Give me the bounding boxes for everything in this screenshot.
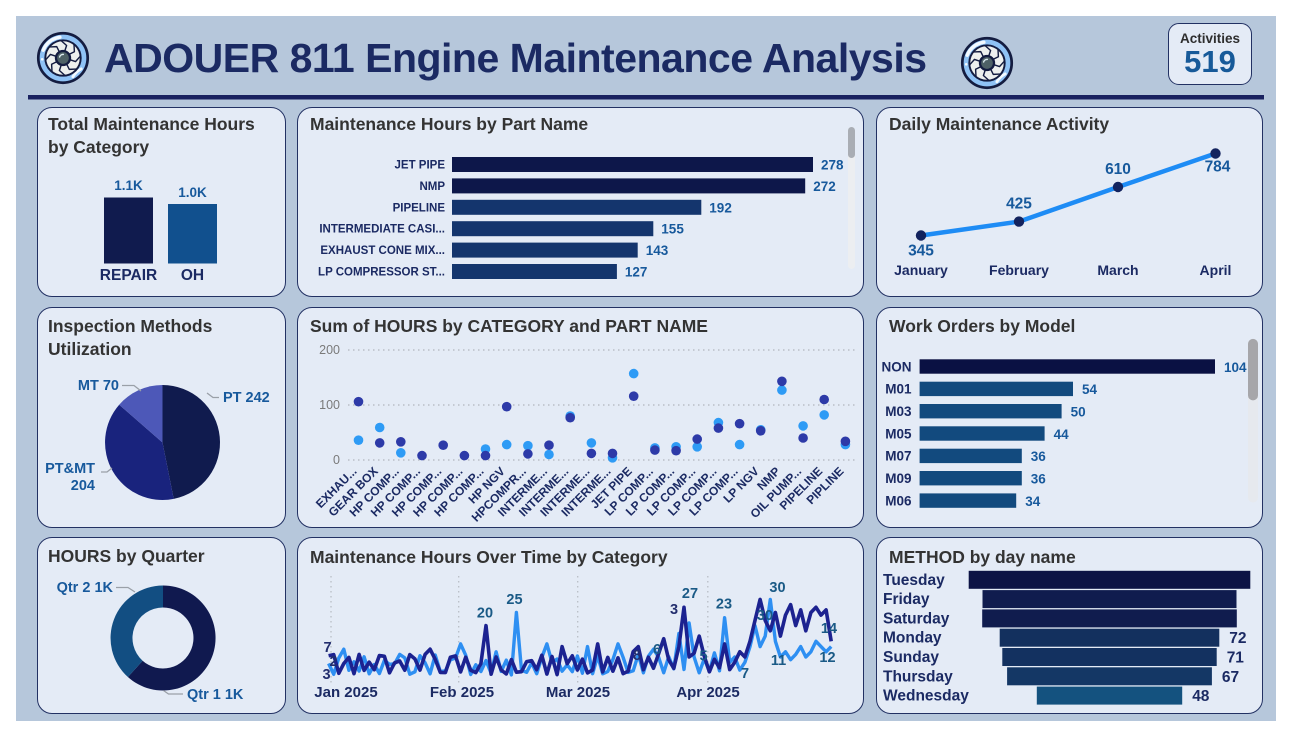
svg-text:20: 20 bbox=[477, 606, 493, 622]
svg-text:3: 3 bbox=[670, 602, 678, 618]
svg-text:155: 155 bbox=[661, 222, 684, 237]
svg-text:345: 345 bbox=[908, 243, 934, 260]
svg-text:HOURS by Quarter: HOURS by Quarter bbox=[48, 546, 205, 566]
svg-text:Work Orders by Model: Work Orders by Model bbox=[889, 316, 1075, 336]
svg-text:48: 48 bbox=[1192, 688, 1210, 705]
svg-text:JET PIPE: JET PIPE bbox=[395, 160, 446, 172]
svg-text:by Category: by Category bbox=[48, 137, 149, 157]
svg-text:3: 3 bbox=[322, 667, 330, 683]
svg-text:67: 67 bbox=[1222, 669, 1239, 686]
svg-text:44: 44 bbox=[1054, 427, 1070, 442]
svg-text:204: 204 bbox=[71, 478, 95, 494]
svg-text:EXHAUST CONE MIX...: EXHAUST CONE MIX... bbox=[320, 245, 445, 257]
svg-text:34: 34 bbox=[1025, 494, 1041, 509]
svg-text:NON: NON bbox=[882, 359, 912, 374]
svg-text:0: 0 bbox=[333, 453, 340, 467]
svg-text:Qtr 2 1K: Qtr 2 1K bbox=[57, 580, 114, 596]
svg-text:1.0K: 1.0K bbox=[178, 185, 207, 200]
svg-text:5: 5 bbox=[699, 649, 707, 665]
svg-text:Monday: Monday bbox=[883, 630, 942, 647]
svg-text:LP COMPRESSOR ST...: LP COMPRESSOR ST... bbox=[318, 267, 445, 279]
svg-text:143: 143 bbox=[646, 243, 669, 258]
svg-text:7: 7 bbox=[741, 666, 749, 682]
svg-text:PT 242: PT 242 bbox=[223, 390, 270, 406]
svg-text:278: 278 bbox=[821, 158, 844, 173]
svg-text:Feb 2025: Feb 2025 bbox=[430, 684, 494, 701]
svg-text:36: 36 bbox=[1031, 472, 1047, 487]
svg-text:MT 70: MT 70 bbox=[78, 378, 119, 394]
svg-text:Thursday: Thursday bbox=[883, 668, 953, 685]
svg-text:Qtr 1 1K: Qtr 1 1K bbox=[187, 687, 244, 703]
svg-text:OH: OH bbox=[181, 267, 204, 284]
svg-text:February: February bbox=[989, 262, 1049, 278]
svg-text:M05: M05 bbox=[885, 426, 912, 441]
svg-text:Maintenance Hours Over Time by: Maintenance Hours Over Time by Category bbox=[310, 547, 668, 567]
svg-text:PT&MT: PT&MT bbox=[45, 461, 95, 477]
svg-text:January: January bbox=[894, 262, 948, 278]
svg-text:Sunday: Sunday bbox=[883, 649, 939, 666]
svg-text:Saturday: Saturday bbox=[883, 610, 950, 627]
svg-text:Maintenance Hours by Part Name: Maintenance Hours by Part Name bbox=[310, 114, 588, 134]
svg-text:M07: M07 bbox=[885, 449, 911, 464]
svg-text:25: 25 bbox=[506, 592, 522, 608]
svg-text:April: April bbox=[1200, 262, 1232, 278]
svg-text:425: 425 bbox=[1006, 196, 1032, 213]
svg-text:12: 12 bbox=[819, 650, 835, 666]
svg-text:Jan 2025: Jan 2025 bbox=[314, 684, 377, 701]
svg-text:INTERMEDIATE CASI...: INTERMEDIATE CASI... bbox=[319, 224, 445, 236]
svg-text:M01: M01 bbox=[885, 382, 912, 397]
svg-text:30: 30 bbox=[769, 580, 785, 596]
svg-text:METHOD by day name: METHOD by day name bbox=[889, 547, 1076, 567]
svg-text:23: 23 bbox=[716, 597, 732, 613]
svg-text:Total Maintenance Hours: Total Maintenance Hours bbox=[48, 114, 255, 134]
svg-text:Utilization: Utilization bbox=[48, 339, 132, 359]
svg-text:Friday: Friday bbox=[883, 591, 930, 608]
svg-text:200: 200 bbox=[319, 343, 340, 357]
svg-text:2: 2 bbox=[329, 654, 337, 670]
svg-text:192: 192 bbox=[709, 200, 732, 215]
svg-text:54: 54 bbox=[1082, 382, 1098, 397]
svg-text:1.1K: 1.1K bbox=[114, 178, 143, 193]
svg-text:72: 72 bbox=[1229, 630, 1246, 647]
svg-text:7: 7 bbox=[323, 640, 331, 656]
svg-text:March: March bbox=[1097, 262, 1138, 278]
svg-text:Mar 2025: Mar 2025 bbox=[546, 684, 610, 701]
svg-text:100: 100 bbox=[319, 398, 340, 412]
svg-text:11: 11 bbox=[771, 653, 786, 669]
svg-text:Tuesday: Tuesday bbox=[883, 572, 945, 589]
svg-text:6: 6 bbox=[653, 642, 661, 658]
svg-text:Inspection Methods: Inspection Methods bbox=[48, 316, 213, 336]
svg-text:14: 14 bbox=[821, 621, 837, 637]
svg-text:Sum of HOURS by CATEGORY and P: Sum of HOURS by CATEGORY and PART NAME bbox=[310, 316, 708, 336]
svg-text:784: 784 bbox=[1205, 159, 1231, 176]
svg-text:M03: M03 bbox=[885, 404, 912, 419]
svg-text:50: 50 bbox=[1071, 405, 1086, 420]
svg-text:NMP: NMP bbox=[419, 181, 445, 193]
svg-text:ADOUER 811 Engine Maintenance: ADOUER 811 Engine Maintenance Analysis bbox=[104, 35, 927, 81]
svg-text:127: 127 bbox=[625, 265, 648, 280]
svg-text:Wednesday: Wednesday bbox=[883, 688, 969, 705]
svg-text:M09: M09 bbox=[885, 471, 911, 486]
svg-text:104: 104 bbox=[1224, 360, 1247, 375]
svg-text:71: 71 bbox=[1227, 650, 1245, 667]
svg-text:M06: M06 bbox=[885, 493, 912, 508]
svg-text:27: 27 bbox=[682, 586, 698, 602]
svg-text:REPAIR: REPAIR bbox=[100, 267, 157, 284]
svg-text:30: 30 bbox=[757, 608, 773, 624]
svg-text:8: 8 bbox=[633, 648, 641, 664]
svg-text:36: 36 bbox=[1031, 449, 1047, 464]
svg-text:PIPELINE: PIPELINE bbox=[393, 202, 446, 214]
svg-text:610: 610 bbox=[1105, 161, 1131, 178]
svg-text:Apr 2025: Apr 2025 bbox=[676, 684, 739, 701]
svg-text:Daily Maintenance Activity: Daily Maintenance Activity bbox=[889, 114, 1109, 134]
svg-text:272: 272 bbox=[813, 179, 836, 194]
